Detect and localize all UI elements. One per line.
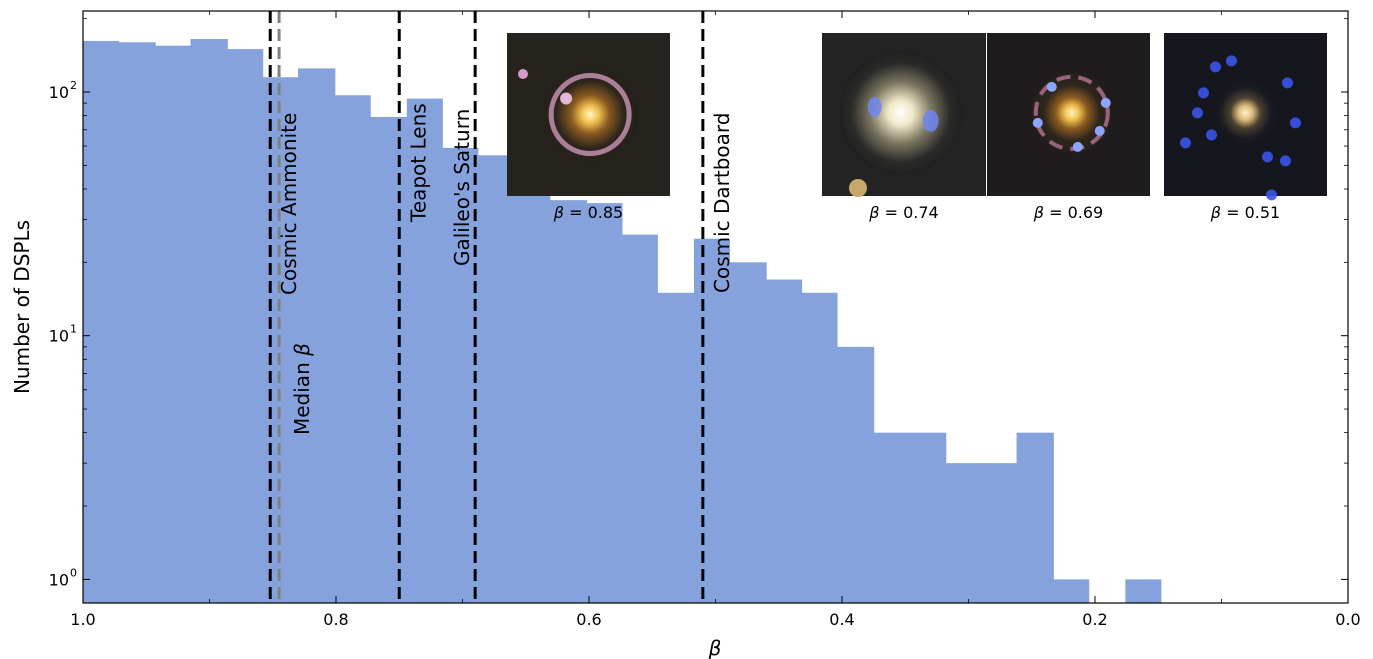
lensed-clump (1072, 141, 1083, 152)
histogram-bar (514, 163, 551, 603)
lensed-clump (1206, 129, 1217, 141)
field-source (518, 69, 528, 79)
blue-arc (922, 109, 939, 132)
histogram-bar (549, 200, 588, 603)
lensed-clump (1226, 55, 1237, 67)
histogram-bar (981, 463, 1018, 603)
lens-inset: β = 0.74 (822, 33, 986, 222)
field-galaxy (849, 179, 867, 197)
histogram-bar (406, 98, 443, 603)
histogram-bar (370, 116, 408, 603)
einstein-ring (548, 73, 632, 156)
lens-inset: β = 0.69 (987, 33, 1150, 222)
marker-line-label: Teapot Lens (406, 103, 430, 223)
lens-inset: β = 0.51 (1164, 33, 1327, 222)
galaxy-glow (1031, 72, 1112, 153)
lensed-clump (1262, 151, 1273, 163)
marker-line-label: Cosmic Dartboard (710, 113, 734, 294)
lens-image-insets: β = 0.85 β = 0.74 β = 0.69 β = 0.51 (507, 33, 1327, 222)
lensed-clump (1094, 125, 1105, 136)
histogram-bar (909, 432, 947, 603)
lensed-clump (1032, 117, 1043, 128)
ring-knot (560, 92, 573, 105)
y-tick-exponent: 0 (70, 566, 77, 579)
histogram-bar (586, 203, 623, 603)
x-tick-label: 0.8 (323, 610, 348, 629)
lensed-clump (1290, 117, 1301, 129)
histogram-bar (155, 45, 192, 603)
inset-caption: β = 0.51 (1210, 203, 1280, 222)
histogram-bar (334, 95, 371, 603)
histogram-bar (621, 234, 658, 603)
histogram-bar (1053, 579, 1090, 603)
lensed-clump (1210, 61, 1221, 73)
y-tick-exponent: 2 (70, 79, 77, 92)
galaxy-glow (542, 66, 639, 163)
lensed-clump (1192, 107, 1203, 119)
y-tick-label: 10 (49, 570, 69, 589)
x-tick-label: 0.2 (1082, 610, 1107, 629)
lensed-clump (1180, 137, 1191, 149)
blue-arc (867, 96, 882, 117)
histogram-bar (262, 77, 299, 603)
marker-lines: Cosmic Ammonite Median β Teapot Lens Galile… (268, 11, 734, 603)
y-axis-label: Number of DSPLs (10, 220, 34, 394)
inset-caption: β = 0.85 (553, 203, 623, 222)
inset-caption: β = 0.69 (1033, 203, 1103, 222)
histogram-bar (477, 155, 515, 603)
histogram-bar (729, 262, 767, 603)
histogram-bar (945, 463, 982, 603)
lensed-clump (1046, 81, 1057, 92)
histogram-bar (1125, 579, 1162, 603)
x-tick-label: 1.0 (70, 610, 95, 629)
histogram-bar (766, 279, 803, 603)
lensed-clump (1280, 155, 1291, 167)
lensed-clump (1198, 87, 1209, 99)
x-tick-label: 0.0 (1335, 610, 1360, 629)
histogram-bar (873, 432, 910, 603)
marker-line-label: Cosmic Ammonite (277, 113, 301, 295)
einstein-ring (1033, 74, 1110, 151)
histogram-bar (801, 292, 838, 603)
y-tick-exponent: 1 (70, 323, 77, 336)
histogram-bar (118, 42, 156, 603)
x-tick-label: 0.4 (829, 610, 854, 629)
histogram-bar (657, 292, 695, 603)
x-axis-label: β (708, 636, 722, 659)
galaxy-glow (1211, 78, 1280, 147)
histogram-bars (83, 39, 1162, 603)
y-tick-label: 10 (49, 83, 69, 102)
histogram-bar (227, 49, 264, 603)
histogram-bar (83, 40, 120, 603)
histogram-bar (836, 346, 875, 603)
x-tick-label: 0.6 (576, 610, 601, 629)
lensed-clump (1266, 189, 1277, 201)
histogram-bar (442, 147, 479, 603)
histogram-bar (298, 68, 336, 603)
marker-line-label: Galileo's Saturn (450, 109, 474, 266)
lensed-clump (1100, 97, 1111, 108)
galaxy-glow (838, 50, 963, 175)
histogram-bar (1016, 432, 1054, 603)
lens-inset: β = 0.85 (507, 33, 670, 222)
histogram-bar (694, 238, 731, 603)
y-tick-label: 10 (49, 327, 69, 346)
lensed-clump (1282, 77, 1293, 89)
marker-line-label: Median β (290, 343, 314, 435)
inset-caption: β = 0.74 (868, 203, 938, 222)
histogram-bar (190, 39, 228, 603)
